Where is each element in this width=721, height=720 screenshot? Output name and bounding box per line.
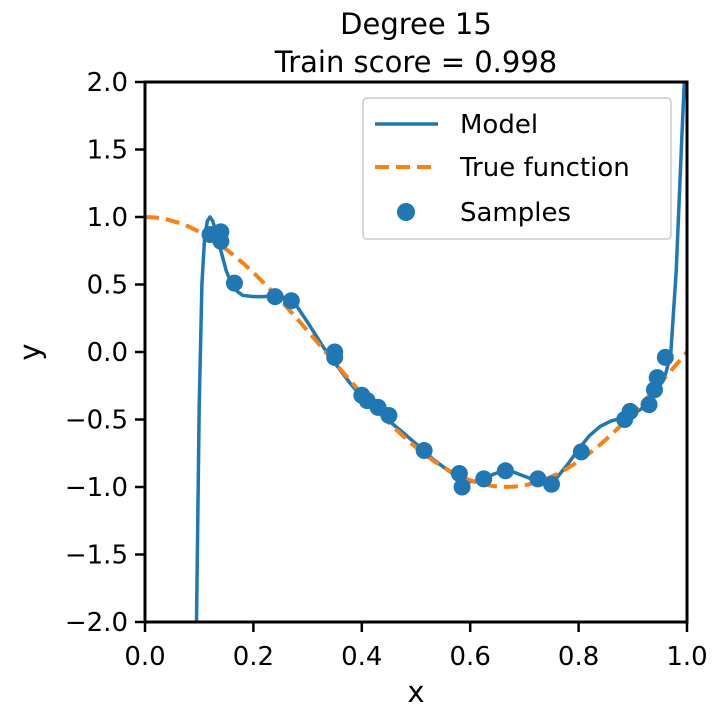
y-tick-label: −1.5 — [65, 541, 128, 571]
x-axis: 0.0 0.2 0.4 0.6 0.8 1.0 — [124, 622, 708, 672]
chart-title-line-1: Degree 15 — [340, 7, 492, 41]
y-tick-label: 1.5 — [87, 136, 128, 166]
x-tick-label: 0.4 — [341, 642, 382, 672]
x-tick-label: 1.0 — [666, 642, 707, 672]
plot-area — [145, 82, 687, 622]
x-tick-label: 0.6 — [450, 642, 491, 672]
sample-point — [529, 470, 547, 488]
sample-point — [648, 369, 666, 387]
true-function-line — [145, 215, 687, 489]
y-axis: 2.0 1.5 1.0 0.5 0.0 −0.5 −1.0 −1.5 −2.0 — [65, 68, 145, 638]
y-tick-label: −0.5 — [65, 406, 128, 436]
sample-point — [453, 478, 471, 496]
sample-point — [380, 406, 398, 424]
legend-label: Samples — [460, 198, 571, 228]
chart-title-line-2: Train score = 0.998 — [274, 45, 557, 79]
legend-label: Model — [460, 110, 538, 140]
y-tick-label: −2.0 — [65, 608, 128, 638]
x-axis-label: x — [407, 675, 424, 709]
sample-point — [572, 443, 590, 461]
x-tick-label: 0.8 — [558, 642, 599, 672]
sample-point — [282, 292, 300, 310]
legend-label: True function — [459, 153, 630, 183]
legend-samples-swatch — [397, 203, 415, 221]
sample-point — [225, 274, 243, 292]
legend: Model True function Samples — [362, 97, 672, 240]
sample-point — [475, 470, 493, 488]
sample-point — [450, 465, 468, 482]
sample-point — [326, 348, 344, 366]
y-axis-label: y — [13, 343, 47, 360]
sample-point — [640, 396, 658, 414]
sample-point — [496, 462, 514, 480]
y-tick-label: 0.5 — [87, 271, 128, 301]
sample-point — [656, 348, 674, 366]
y-tick-label: −1.0 — [65, 473, 128, 503]
y-tick-label: 1.0 — [87, 203, 128, 233]
legend-box — [362, 97, 672, 240]
sample-point — [543, 475, 560, 493]
y-tick-label: 2.0 — [87, 68, 128, 98]
sample-point — [212, 232, 230, 250]
x-tick-label: 0.2 — [233, 642, 274, 672]
sample-point — [415, 442, 433, 460]
sample-point — [266, 288, 284, 306]
x-tick-label: 0.0 — [124, 642, 165, 672]
y-tick-label: 0.0 — [87, 338, 128, 368]
sample-point — [621, 402, 639, 420]
